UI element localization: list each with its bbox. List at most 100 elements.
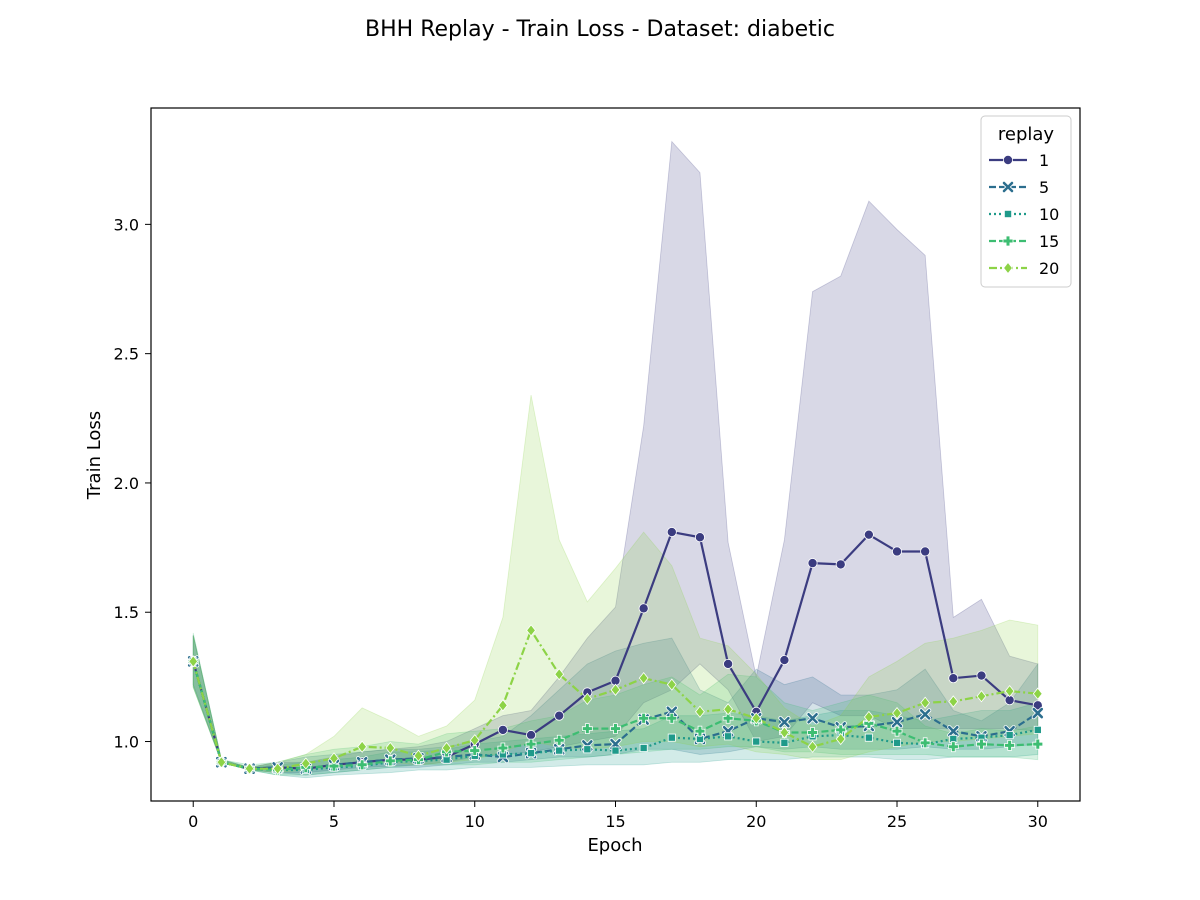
point-replay-15 xyxy=(581,723,593,734)
point-replay-1 xyxy=(976,670,987,681)
point-replay-15 xyxy=(891,725,903,737)
legend-marker xyxy=(1002,235,1014,247)
point-replay-15 xyxy=(666,712,678,724)
point-replay-20 xyxy=(582,692,593,706)
legend-marker xyxy=(1003,261,1013,275)
point-replay-20 xyxy=(807,740,818,753)
point-replay-1 xyxy=(920,546,931,557)
point-replay-15 xyxy=(497,742,509,754)
point-replay-1 xyxy=(497,724,508,735)
point-replay-20 xyxy=(469,734,480,747)
point-replay-20 xyxy=(300,757,311,770)
chart-title: BHH Replay - Train Loss - Dataset: diabe… xyxy=(365,17,835,42)
y-axis-label: Train Loss xyxy=(84,411,105,500)
point-replay-20 xyxy=(385,741,396,755)
x-tick-label: 20 xyxy=(746,812,766,831)
point-replay-15 xyxy=(384,755,396,767)
point-replay-15 xyxy=(807,727,818,738)
x-tick-label: 5 xyxy=(329,812,339,831)
point-replay-20 xyxy=(554,668,565,681)
point-replay-5 xyxy=(665,705,678,718)
point-replay-10 xyxy=(527,749,536,758)
point-replay-20 xyxy=(666,678,677,691)
point-replay-20 xyxy=(723,703,734,716)
point-replay-20 xyxy=(1032,687,1043,700)
legend-marker xyxy=(1004,209,1013,218)
point-replay-15 xyxy=(919,737,931,749)
point-replay-1 xyxy=(666,527,677,538)
point-replay-20 xyxy=(638,672,649,685)
x-axis: 0 5 10 15 20 25 30 xyxy=(188,801,1048,831)
point-replay-10 xyxy=(780,738,789,747)
point-replay-20 xyxy=(413,749,424,762)
y-tick-label: 3.0 xyxy=(114,215,139,234)
point-replay-5 xyxy=(947,725,960,738)
point-replay-10 xyxy=(864,733,873,742)
legend-item-replay-5: 5 xyxy=(989,178,1049,197)
point-replay-1 xyxy=(779,655,790,666)
point-replay-20 xyxy=(779,726,790,739)
point-replay-1 xyxy=(638,603,649,614)
point-replay-20 xyxy=(863,710,874,724)
y-tick-label: 2.5 xyxy=(114,345,139,364)
point-replay-10 xyxy=(1033,725,1042,734)
point-replay-20 xyxy=(751,712,762,725)
point-replay-20 xyxy=(497,699,508,712)
point-replay-15 xyxy=(947,741,959,753)
point-replay-1 xyxy=(526,730,537,741)
point-replay-20 xyxy=(610,683,621,696)
legend-item-replay-20: 20 xyxy=(989,259,1059,278)
point-replay-1 xyxy=(1032,700,1043,711)
point-replay-20 xyxy=(526,624,536,637)
point-replay-15 xyxy=(638,712,650,724)
point-replay-1 xyxy=(807,558,818,569)
point-replay-20 xyxy=(948,695,959,708)
point-replay-20 xyxy=(441,741,452,755)
point-replay-5 xyxy=(778,716,791,729)
point-replay-15 xyxy=(835,724,847,736)
point-replay-10 xyxy=(667,733,676,742)
point-replay-20 xyxy=(272,762,283,775)
point-replay-20 xyxy=(244,762,255,775)
point-replay-15 xyxy=(328,760,340,772)
point-replay-20 xyxy=(188,655,199,668)
legend-label: 1 xyxy=(1039,151,1049,170)
point-replay-15 xyxy=(610,723,621,734)
point-replay-15 xyxy=(356,759,368,771)
point-replay-1 xyxy=(892,546,903,557)
point-replay-10 xyxy=(724,732,733,741)
point-replay-1 xyxy=(723,658,734,669)
point-replay-1 xyxy=(694,532,705,543)
legend-label: 5 xyxy=(1039,178,1049,197)
point-replay-20 xyxy=(976,690,987,703)
point-replay-5 xyxy=(806,712,819,725)
point-replay-20 xyxy=(216,756,227,769)
point-replay-10 xyxy=(639,743,648,752)
point-replay-15 xyxy=(469,745,481,756)
point-replay-15 xyxy=(863,718,875,729)
point-replay-20 xyxy=(329,752,339,765)
y-axis: 1.0 1.5 2.0 2.5 3.0 xyxy=(114,215,151,752)
band-replay-15 xyxy=(192,632,1039,776)
point-replay-20 xyxy=(892,706,902,720)
point-replay-20 xyxy=(835,732,846,746)
point-replay-20 xyxy=(1004,684,1015,698)
point-replay-1 xyxy=(863,529,874,540)
point-replay-20 xyxy=(357,740,368,753)
x-tick-label: 0 xyxy=(188,812,198,831)
x-tick-label: 30 xyxy=(1028,812,1048,831)
legend-item-replay-10: 10 xyxy=(989,205,1059,224)
point-replay-15 xyxy=(722,712,734,724)
legend-marker xyxy=(1003,154,1014,165)
point-replay-15 xyxy=(1004,740,1016,751)
y-tick-label: 1.0 xyxy=(114,733,139,752)
point-replay-5 xyxy=(890,716,904,729)
series-markers xyxy=(187,527,1044,776)
point-replay-10 xyxy=(1005,731,1014,740)
point-replay-15 xyxy=(525,738,537,750)
point-replay-1 xyxy=(948,673,959,684)
legend-label: 15 xyxy=(1039,232,1059,251)
point-replay-10 xyxy=(611,746,620,755)
